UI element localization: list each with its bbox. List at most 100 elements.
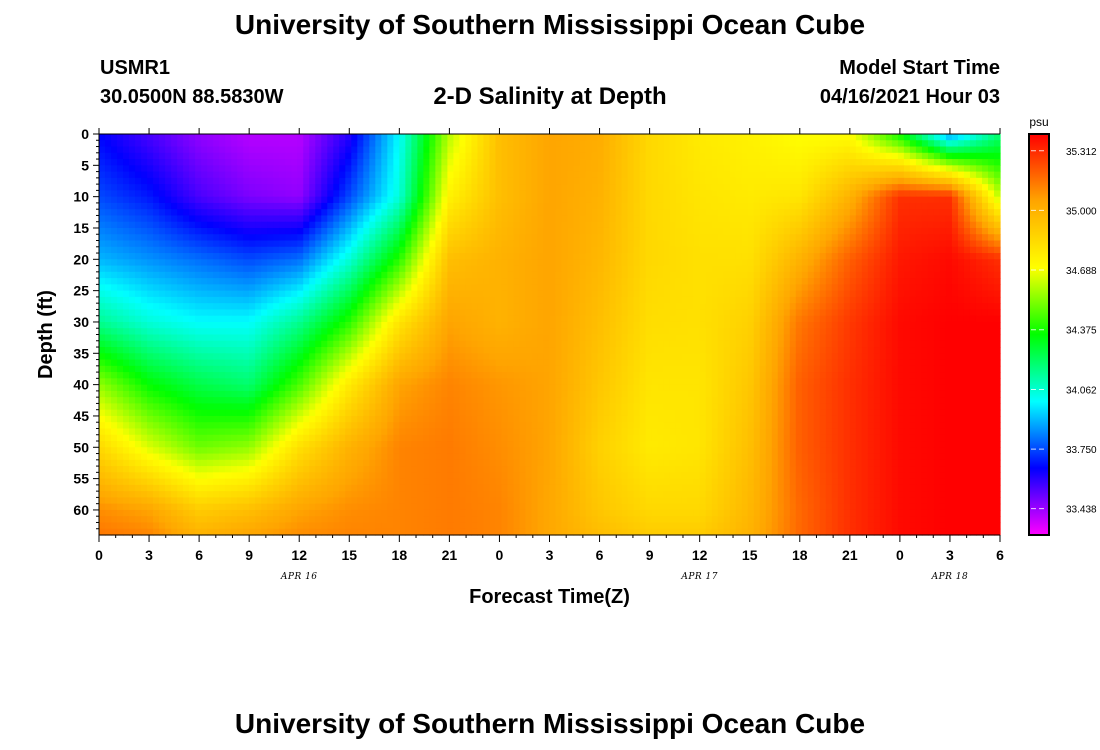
heatmap-cell [585,290,593,298]
heatmap-cell [993,284,1001,292]
heatmap-cell [273,159,280,166]
heatmap-cell [687,140,695,148]
heatmap-cell [501,284,509,292]
heatmap-cell [291,315,298,323]
heatmap-cell [621,278,629,285]
heatmap-cell [177,234,184,242]
heatmap-cell [543,290,551,298]
heatmap-cell [987,265,995,273]
heatmap-cell [609,328,617,336]
heatmap-cell [207,134,214,141]
heatmap-cell [903,227,911,235]
heatmap-cell [213,303,220,311]
heatmap-cell [435,171,442,179]
heatmap-cell [669,265,677,273]
heatmap-cell [993,234,1001,242]
heatmap-cell [315,240,322,248]
heatmap-cell [297,328,304,336]
heatmap-cell [933,209,941,217]
heatmap-cell [669,215,677,223]
heatmap-cell [381,334,388,342]
heatmap-cell [921,265,929,273]
heatmap-cell [621,240,629,248]
heatmap-cell [627,315,635,323]
heatmap-cell [807,259,815,267]
heatmap-cell [591,215,599,223]
heatmap-cell [393,140,400,148]
heatmap-cell [99,340,106,348]
heatmap-cell [903,265,911,273]
heatmap-cell [687,209,695,217]
heatmap-cell [783,227,791,235]
heatmap-cell [249,246,256,254]
heatmap-cell [309,209,316,217]
heatmap-cell [603,159,611,166]
heatmap-cell [519,278,527,285]
heatmap-cell [357,227,364,235]
heatmap-cell [657,134,665,141]
heatmap-cell [501,271,509,279]
heatmap-cell [129,315,136,323]
heatmap-cell [171,259,178,267]
heatmap-cell [615,296,623,304]
heatmap-cell [777,177,785,185]
heatmap-cell [873,209,881,217]
heatmap-cell [135,202,142,210]
heatmap-cell [441,253,448,260]
heatmap-cell [567,202,575,210]
heatmap-cell [483,171,491,179]
heatmap-cell [741,328,749,336]
heatmap-cell [723,290,731,298]
heatmap-cell [861,334,869,342]
heatmap-cell [411,328,418,336]
heatmap-cell [363,246,370,254]
heatmap-cell [909,177,917,185]
heatmap-cell [435,321,442,329]
heatmap-cell [291,140,298,148]
heatmap-cell [711,309,719,317]
heatmap-cell [735,196,743,204]
heatmap-cell [987,253,995,260]
heatmap-cell [237,140,244,148]
heatmap-cell [321,278,328,285]
heatmap-cell [507,234,515,242]
heatmap-cell [573,303,581,311]
heatmap-cell [321,321,328,329]
heatmap-cell [183,334,190,342]
heatmap-cell [621,209,629,217]
heatmap-cell [417,165,424,173]
heatmap-cell [975,290,983,298]
heatmap-cell [363,165,370,173]
heatmap-cell [549,259,557,267]
heatmap-cell [255,159,262,166]
heatmap-cell [405,215,412,223]
heatmap-cell [903,315,911,323]
heatmap-cell [225,221,232,229]
heatmap-cell [423,190,430,198]
heatmap-cell [627,328,635,336]
heatmap-cell [549,240,557,248]
heatmap-cell [375,303,382,311]
heatmap-cell [453,171,460,179]
heatmap-cell [285,215,292,223]
heatmap-cell [147,209,154,217]
heatmap-cell [687,246,695,254]
heatmap-cell [375,234,382,242]
heatmap-cell [537,240,545,248]
heatmap-cell [981,265,989,273]
heatmap-cell [993,146,1001,154]
heatmap-cell [237,253,244,260]
heatmap-cell [519,334,527,342]
heatmap-cell [717,171,725,179]
heatmap-cell [591,296,599,304]
heatmap-cell [129,209,136,217]
heatmap-cell [327,309,334,317]
heatmap-cell [495,209,503,217]
heatmap-cell [621,184,629,191]
heatmap-cell [249,309,256,317]
heatmap-cell [681,146,689,154]
heatmap-cell [189,159,196,166]
heatmap-cell [585,196,593,204]
heatmap-cell [897,215,905,223]
heatmap-cell [273,309,280,317]
